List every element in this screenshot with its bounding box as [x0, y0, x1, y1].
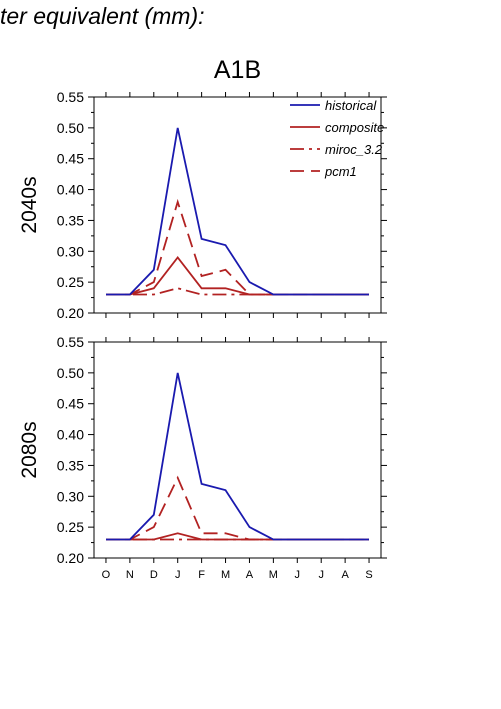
x-tick-label: A	[341, 569, 349, 581]
series-line-pcm1	[106, 198, 369, 296]
plot-frame	[93, 341, 382, 559]
x-tick-label: J	[318, 569, 324, 581]
y-tick-label: 0.25	[57, 274, 84, 290]
series-line-pcm1	[106, 475, 369, 541]
x-tick-label: N	[126, 569, 134, 581]
legend-label: miroc_3.2	[325, 142, 383, 157]
series-line-historical	[106, 372, 369, 541]
x-tick-label: F	[198, 569, 205, 581]
x-tick-label: J	[175, 569, 181, 581]
y-tick-label: 0.20	[57, 550, 84, 566]
scenario-title: A1B	[213, 56, 262, 84]
y-tick-label: 0.50	[57, 120, 84, 136]
y-tick-label: 0.25	[57, 519, 84, 535]
page-title: ter equivalent (mm):	[0, 3, 205, 29]
y-tick-label: 0.30	[57, 488, 84, 504]
y-tick-label: 0.55	[57, 334, 84, 350]
x-tick-label: O	[102, 569, 111, 581]
legend-label: composite	[325, 120, 384, 135]
y-tick-label: 0.55	[57, 89, 84, 105]
y-tick-label: 0.45	[57, 396, 84, 412]
legend-label: pcm1	[324, 164, 357, 179]
x-tick-label: J	[295, 569, 301, 581]
y-tick-label: 0.35	[57, 457, 84, 473]
y-tick-label: 0.45	[57, 151, 84, 167]
x-tick-label: S	[365, 569, 372, 581]
series-line-historical	[106, 127, 369, 296]
x-tick-label: A	[246, 569, 254, 581]
y-tick-label: 0.20	[57, 305, 84, 321]
y-tick-label: 0.50	[57, 365, 84, 381]
row-label: 2080s	[18, 421, 41, 478]
y-tick-label: 0.40	[57, 427, 84, 443]
y-tick-label: 0.30	[57, 243, 84, 259]
x-tick-label: M	[269, 569, 278, 581]
x-tick-label: M	[221, 569, 230, 581]
x-tick-label: D	[150, 569, 158, 581]
row-label: 2040s	[18, 176, 41, 233]
y-tick-label: 0.40	[57, 182, 84, 198]
y-tick-label: 0.35	[57, 212, 84, 228]
legend-label: historical	[325, 98, 377, 113]
